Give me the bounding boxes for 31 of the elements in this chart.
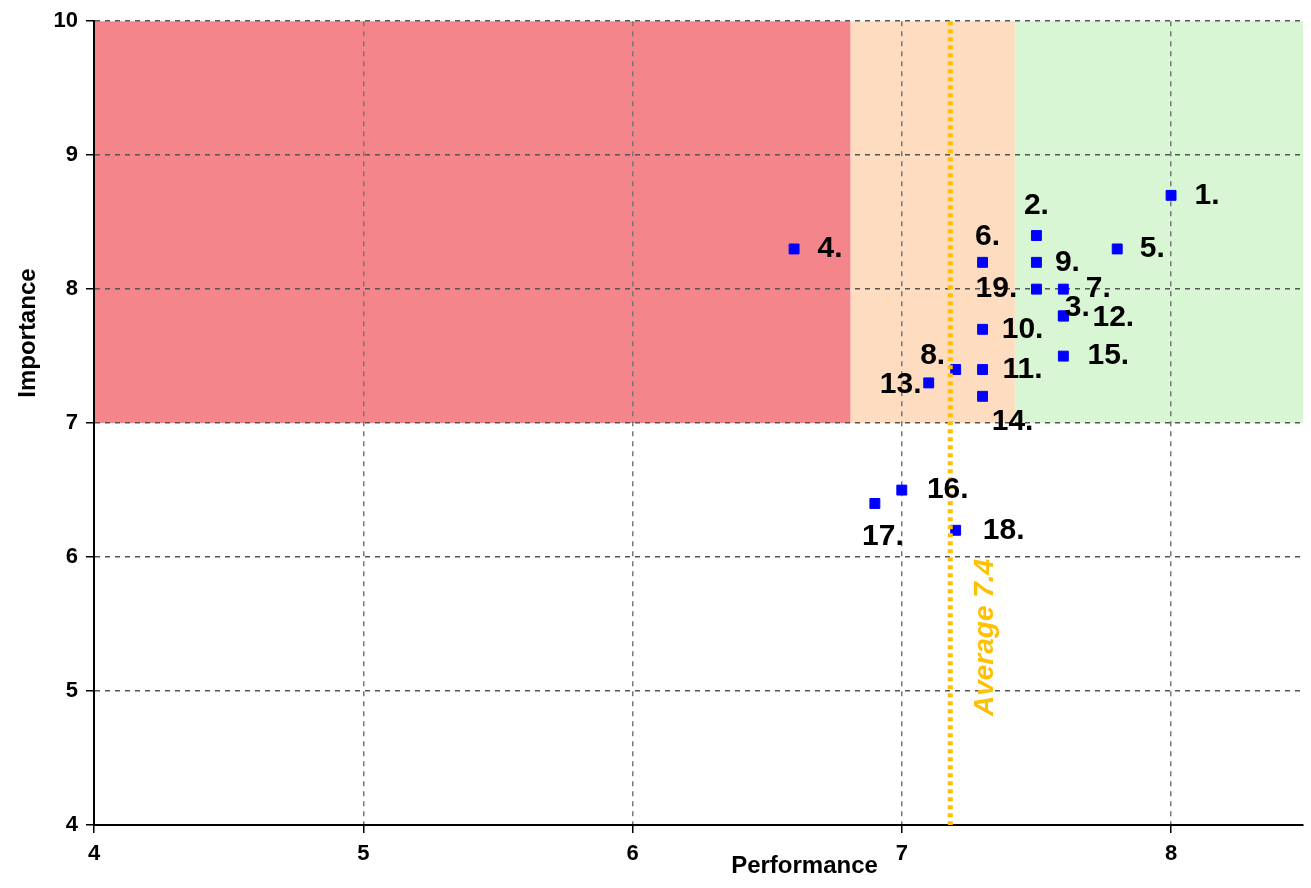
y-tick-label: 6: [65, 543, 78, 569]
y-tick-label: 9: [65, 141, 78, 167]
x-axis-title: Performance: [731, 850, 878, 878]
annotation: 4.: [817, 230, 843, 264]
annotation: 5.: [1139, 230, 1165, 264]
x-tick-label: 5: [357, 840, 370, 866]
annotation: 18.: [982, 511, 1025, 545]
y-axis-title: Importance: [12, 268, 40, 398]
y-tick-label: 7: [65, 409, 78, 435]
x-tick-label: 8: [1164, 840, 1178, 866]
y-tick-label: 10: [53, 7, 78, 33]
y-tick-label: 4: [65, 811, 79, 837]
y-tick-label: 5: [65, 677, 78, 703]
annotation: 6.: [975, 217, 1001, 251]
annotation: 15.: [1087, 337, 1130, 371]
annotation: 17.: [862, 517, 904, 551]
y-tick-label: 8: [65, 275, 78, 301]
annotation: 11.: [1002, 350, 1043, 384]
x-tick-label: 7: [895, 840, 908, 866]
annotation: 16.: [926, 471, 969, 505]
annotation: 9.: [1054, 243, 1080, 277]
annotation: 13.: [879, 366, 922, 400]
annotation: 2.: [1023, 186, 1049, 220]
x-tick-label: 4: [87, 840, 101, 866]
x-tick-label: 6: [626, 840, 639, 866]
annotation: 14.: [991, 402, 1034, 436]
annotation: 8.: [920, 336, 946, 370]
annotation: 1.: [1194, 176, 1220, 210]
ref-line-label: Average 7.4: [967, 558, 999, 718]
annotation: 10.: [1001, 310, 1044, 344]
annotation: 19.: [975, 270, 1018, 304]
